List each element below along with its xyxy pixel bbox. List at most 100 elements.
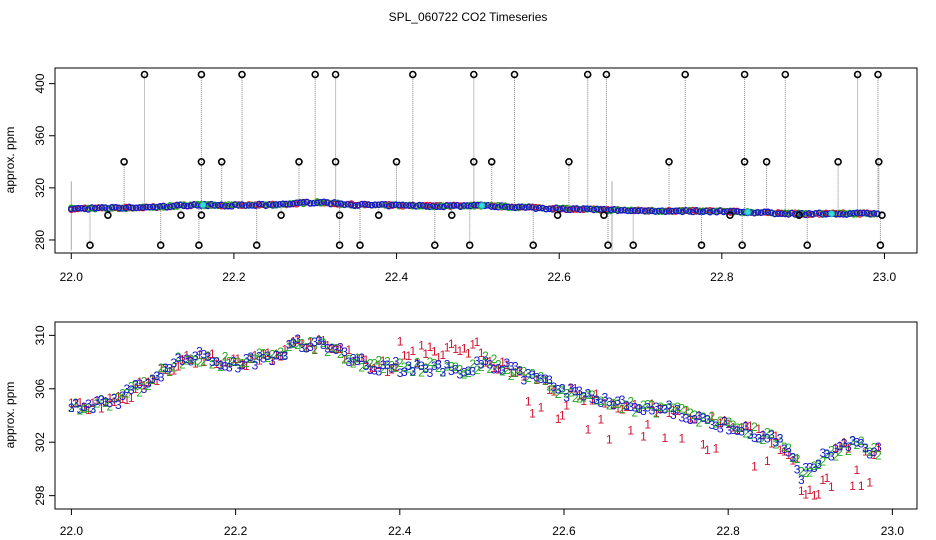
series-2-point: 2 [124, 387, 131, 401]
bottom-x-axis: 22.0 22.2 22.4 22.6 22.8 23.0 [60, 508, 904, 538]
series-2-point: 2 [661, 402, 668, 416]
series-2-point: 2 [478, 360, 485, 374]
top-baseline-point [102, 204, 109, 211]
series-2-point: 2 [128, 380, 135, 394]
series-1-point: 1 [77, 396, 84, 410]
top-y-tick-label: 320 [33, 178, 47, 198]
series-3-point: 3 [371, 363, 378, 377]
top-baseline-point [136, 204, 143, 211]
series-2-point: 2 [89, 402, 96, 416]
top-baseline-point [638, 207, 645, 214]
top-spike-point [874, 158, 883, 166]
series-1-point: 1 [333, 342, 340, 356]
series-2-point: 2 [474, 363, 481, 377]
top-baseline-point [385, 202, 393, 210]
series-2-point: 2 [162, 362, 169, 376]
series-1-point: 1 [213, 357, 220, 371]
series-1-point: 1 [533, 373, 540, 387]
series-1-point: 1 [324, 338, 331, 352]
series-3-point: 3 [183, 352, 190, 366]
top-spike-point [331, 70, 340, 79]
top-baseline-point [105, 205, 113, 212]
top-baseline-point [214, 201, 222, 209]
top-baseline-point [371, 201, 379, 208]
series-3-point: 3 [542, 372, 549, 386]
bottom-ylabel: approx. ppm [3, 382, 17, 449]
series-1-point: 1 [670, 403, 677, 417]
series-1-point: 1 [576, 388, 583, 402]
top-y-tick-label: 280 [33, 230, 47, 250]
top-baseline-point [658, 207, 666, 214]
top-baseline-point [839, 211, 847, 218]
series-3-point: 3 [768, 428, 775, 442]
series-1-point: 1 [486, 355, 493, 369]
series-3-point: 3 [636, 402, 643, 416]
series-3-point: 3 [405, 359, 412, 373]
top-baseline-point [788, 209, 796, 217]
top-baseline-point [669, 207, 676, 215]
top-baseline-point [436, 203, 444, 210]
top-baseline-point [307, 200, 314, 207]
top-baseline-point [768, 209, 775, 216]
top-baseline-point [754, 208, 762, 216]
series-1-point: 1 [444, 341, 451, 355]
series-3-point: 3 [785, 445, 792, 459]
series-3-point: 3 [747, 428, 754, 442]
top-baseline-point [641, 208, 649, 215]
series-2-point: 2 [623, 398, 630, 412]
series-1-point: 1 [653, 406, 660, 420]
series-1-point: 1 [529, 407, 536, 421]
series-1-point: 1 [354, 351, 361, 365]
top-ylabel: approx. ppm [3, 127, 17, 194]
series-2-point: 2 [717, 414, 724, 428]
series-1-point: 1 [807, 483, 814, 497]
series-3-point: 3 [854, 435, 861, 449]
series-1-point: 1 [696, 409, 703, 423]
series-2-point: 2 [141, 375, 148, 389]
series-1-point: 1 [153, 374, 160, 388]
top-spike-point [469, 70, 478, 79]
top-baseline-point [696, 208, 703, 215]
series-3-point: 3 [802, 461, 809, 475]
top-baseline-point [208, 200, 215, 208]
top-baseline-point [522, 204, 529, 211]
series-3-point: 3 [781, 442, 788, 456]
series-1-point: 1 [828, 480, 835, 494]
series-1-point: 1 [128, 391, 135, 405]
series-2-point: 2 [542, 374, 549, 388]
series-1-point: 1 [512, 366, 519, 380]
series-2-point: 2 [337, 347, 344, 361]
series-3-point: 3 [175, 351, 182, 365]
series-1-point: 1 [495, 362, 502, 376]
top-baseline-point [662, 208, 669, 215]
top-baseline-point [706, 208, 714, 216]
series-3-point: 3 [188, 354, 195, 368]
series-3-point: 3 [704, 413, 711, 427]
top-baseline-point [139, 204, 147, 211]
series-2-point: 2 [401, 360, 408, 374]
series-3-point: 3 [311, 335, 318, 349]
series-3-point: 3 [226, 361, 233, 375]
top-baseline-point [867, 210, 874, 218]
top-spike-point [197, 211, 206, 219]
top-baseline-point [368, 201, 376, 209]
series-3-point: 3 [619, 393, 626, 407]
top-x-tick-label: 23.0 [873, 270, 897, 284]
series-3-point: 3 [644, 401, 651, 415]
series-3-point: 3 [777, 431, 784, 445]
series-2-point: 2 [495, 357, 502, 371]
series-3-point: 3 [209, 355, 216, 369]
series-2-point: 2 [324, 345, 331, 359]
series-1-point: 1 [798, 484, 805, 498]
series-2-point: 2 [179, 357, 186, 371]
series-2-point: 2 [836, 445, 843, 459]
top-baseline-point [351, 202, 358, 210]
series-2-point: 2 [375, 354, 382, 368]
series-2-point: 2 [316, 333, 323, 347]
series-3-point: 3 [849, 434, 856, 448]
bottom-y-tick-label: 306 [33, 378, 47, 398]
series-2-point: 2 [166, 365, 173, 379]
top-baseline-point [525, 203, 533, 211]
series-2-point: 2 [85, 401, 92, 415]
top-baseline-point [430, 202, 437, 209]
